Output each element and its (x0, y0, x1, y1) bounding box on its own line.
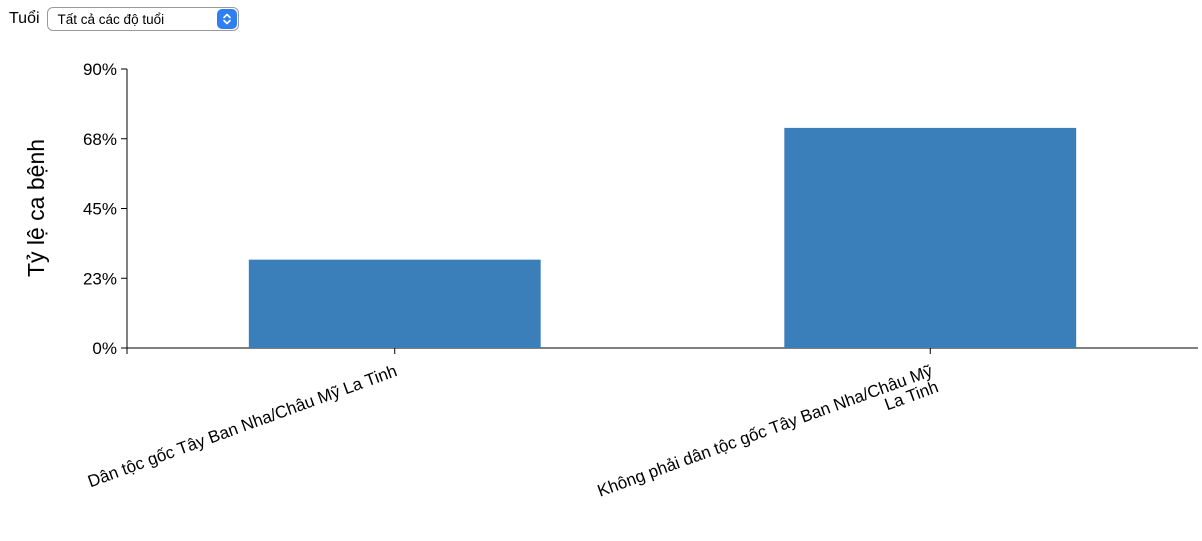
y-tick-label: 68% (83, 130, 117, 149)
age-select-value: Tất cả các độ tuổi (57, 11, 165, 27)
x-tick-label-line: Không phải dân tộc gốc Tây Ban Nha/Châu … (595, 361, 936, 500)
age-select[interactable]: Tất cả các độ tuổi (46, 7, 239, 31)
y-tick-label: 90% (83, 60, 117, 79)
y-tick-label: 0% (92, 339, 117, 358)
x-tick-label: Không phải dân tộc gốc Tây Ban Nha/Châu … (595, 361, 941, 516)
up-down-chevron-icon[interactable] (216, 9, 237, 29)
bar (784, 127, 1077, 349)
y-axis: 0% 23% 45% 68% 90% (83, 60, 128, 358)
bars (248, 127, 1077, 349)
bar (248, 259, 541, 348)
svg-text:Dân tộc gốc Tây Ban Nha/Châu M: Dân tộc gốc Tây Ban Nha/Châu Mỹ La Tinh (85, 361, 399, 491)
y-axis-label: Tỷ lệ ca bệnh (23, 139, 49, 277)
x-axis: Dân tộc gốc Tây Ban Nha/Châu Mỹ La Tinh K… (85, 347, 1198, 516)
y-tick-label: 45% (83, 200, 117, 219)
age-filter-label: Tuổi (9, 10, 40, 27)
y-tick-label: 23% (83, 269, 117, 288)
x-tick-label: Dân tộc gốc Tây Ban Nha/Châu Mỹ La Tinh (85, 361, 399, 491)
age-filter: Tuổi Tất cả các độ tuổi (9, 6, 239, 32)
svg-text:Không phải dân tộc gốc Tây Ban: Không phải dân tộc gốc Tây Ban Nha/Châu … (595, 361, 941, 516)
x-tick-label-line: Dân tộc gốc Tây Ban Nha/Châu Mỹ La Tinh (85, 361, 399, 491)
